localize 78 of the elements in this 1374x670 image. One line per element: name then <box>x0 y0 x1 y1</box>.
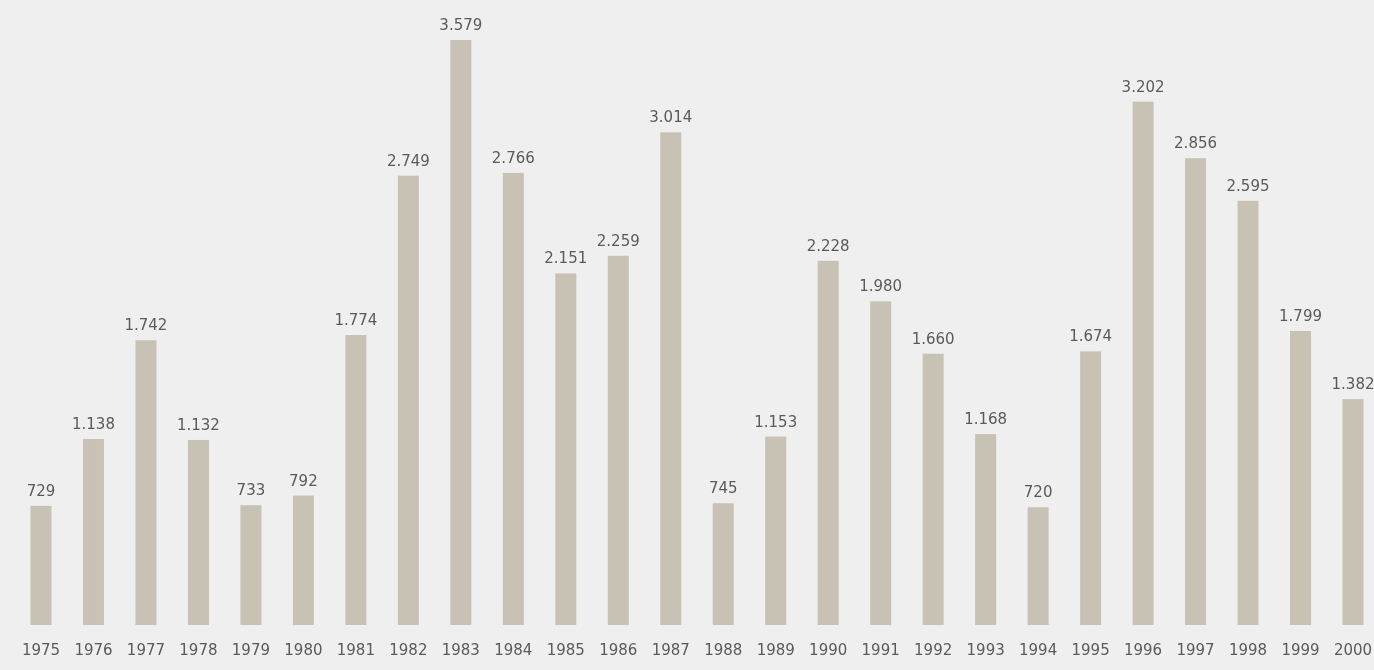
bar <box>975 434 997 625</box>
data-label: 2.259 <box>596 231 640 250</box>
bar <box>1237 200 1259 625</box>
x-tick-label: 1981 <box>336 641 375 659</box>
data-label: 1.132 <box>176 415 220 434</box>
data-label: 1.138 <box>72 414 115 433</box>
bar <box>1342 399 1364 625</box>
data-label: 1.799 <box>1279 306 1322 325</box>
bar <box>922 353 944 625</box>
x-tick-label: 1986 <box>599 641 638 659</box>
data-label: 1.674 <box>1069 327 1113 346</box>
data-label: 729 <box>26 481 56 500</box>
data-label: 1.168 <box>964 410 1008 429</box>
bar <box>30 505 52 625</box>
x-tick-label: 1995 <box>1071 641 1110 659</box>
bar <box>712 503 734 625</box>
bar <box>292 495 314 625</box>
data-label: 1.742 <box>124 316 168 335</box>
data-label: 2.749 <box>386 151 430 170</box>
data-label: 3.202 <box>1121 77 1165 96</box>
x-tick-label: 1992 <box>914 641 953 659</box>
data-label: 2.228 <box>806 236 850 255</box>
bar <box>555 273 577 625</box>
data-label: 1.774 <box>334 311 378 330</box>
bar <box>187 439 209 625</box>
data-label: 720 <box>1023 483 1053 502</box>
bar <box>345 335 367 625</box>
bar <box>450 40 472 625</box>
x-tick-label: 1999 <box>1281 641 1320 659</box>
data-label: 733 <box>236 481 266 500</box>
data-label: 3.014 <box>649 108 693 127</box>
bar <box>1290 330 1312 625</box>
data-label: 792 <box>289 471 318 490</box>
x-tick-label: 1994 <box>1019 641 1058 659</box>
x-tick-label: 1979 <box>231 641 271 659</box>
bar <box>397 175 419 625</box>
bar <box>660 132 682 625</box>
bar <box>240 505 262 625</box>
bar <box>1132 101 1154 625</box>
data-label: 1.153 <box>754 412 798 431</box>
x-tick-label: 1984 <box>494 641 533 659</box>
bar <box>1185 158 1207 625</box>
bar <box>765 436 787 625</box>
x-tick-label: 1998 <box>1228 641 1268 659</box>
x-tick-label: 2000 <box>1333 641 1373 659</box>
bar <box>1080 351 1102 625</box>
x-tick-label: 1976 <box>74 641 113 659</box>
bar <box>1027 507 1049 625</box>
x-tick-label: 1989 <box>756 641 795 659</box>
bar <box>502 172 524 625</box>
x-tick-label: 1978 <box>179 641 218 659</box>
data-label: 2.856 <box>1174 134 1218 153</box>
data-label: 3.579 <box>439 16 483 34</box>
x-tick-label: 1987 <box>651 641 690 659</box>
data-label: 745 <box>708 479 738 498</box>
x-tick-label: 1980 <box>284 641 323 659</box>
x-tick-label: 1991 <box>861 641 900 659</box>
x-tick-label: 1990 <box>809 641 848 659</box>
bar <box>135 340 157 625</box>
bar <box>817 260 839 625</box>
x-tick-label: 1988 <box>704 641 743 659</box>
x-tick-label: 1982 <box>389 641 428 659</box>
data-label: 2.151 <box>544 249 588 268</box>
data-label: 2.766 <box>491 148 535 167</box>
x-tick-label: 1983 <box>441 641 480 659</box>
bar <box>82 438 104 625</box>
x-tick-label: 1977 <box>126 641 166 659</box>
x-tick-label: 1985 <box>546 641 585 659</box>
x-tick-label: 1997 <box>1176 641 1215 659</box>
data-label: 1.660 <box>911 329 955 348</box>
data-label: 2.595 <box>1226 176 1270 195</box>
data-label: 1.382 <box>1331 375 1374 394</box>
x-tick-label: 1993 <box>966 641 1005 659</box>
x-tick-label: 1996 <box>1123 641 1163 659</box>
data-label: 1.980 <box>859 277 903 296</box>
bar <box>870 301 892 625</box>
x-tick-label: 1975 <box>21 641 61 659</box>
bar <box>607 255 629 625</box>
